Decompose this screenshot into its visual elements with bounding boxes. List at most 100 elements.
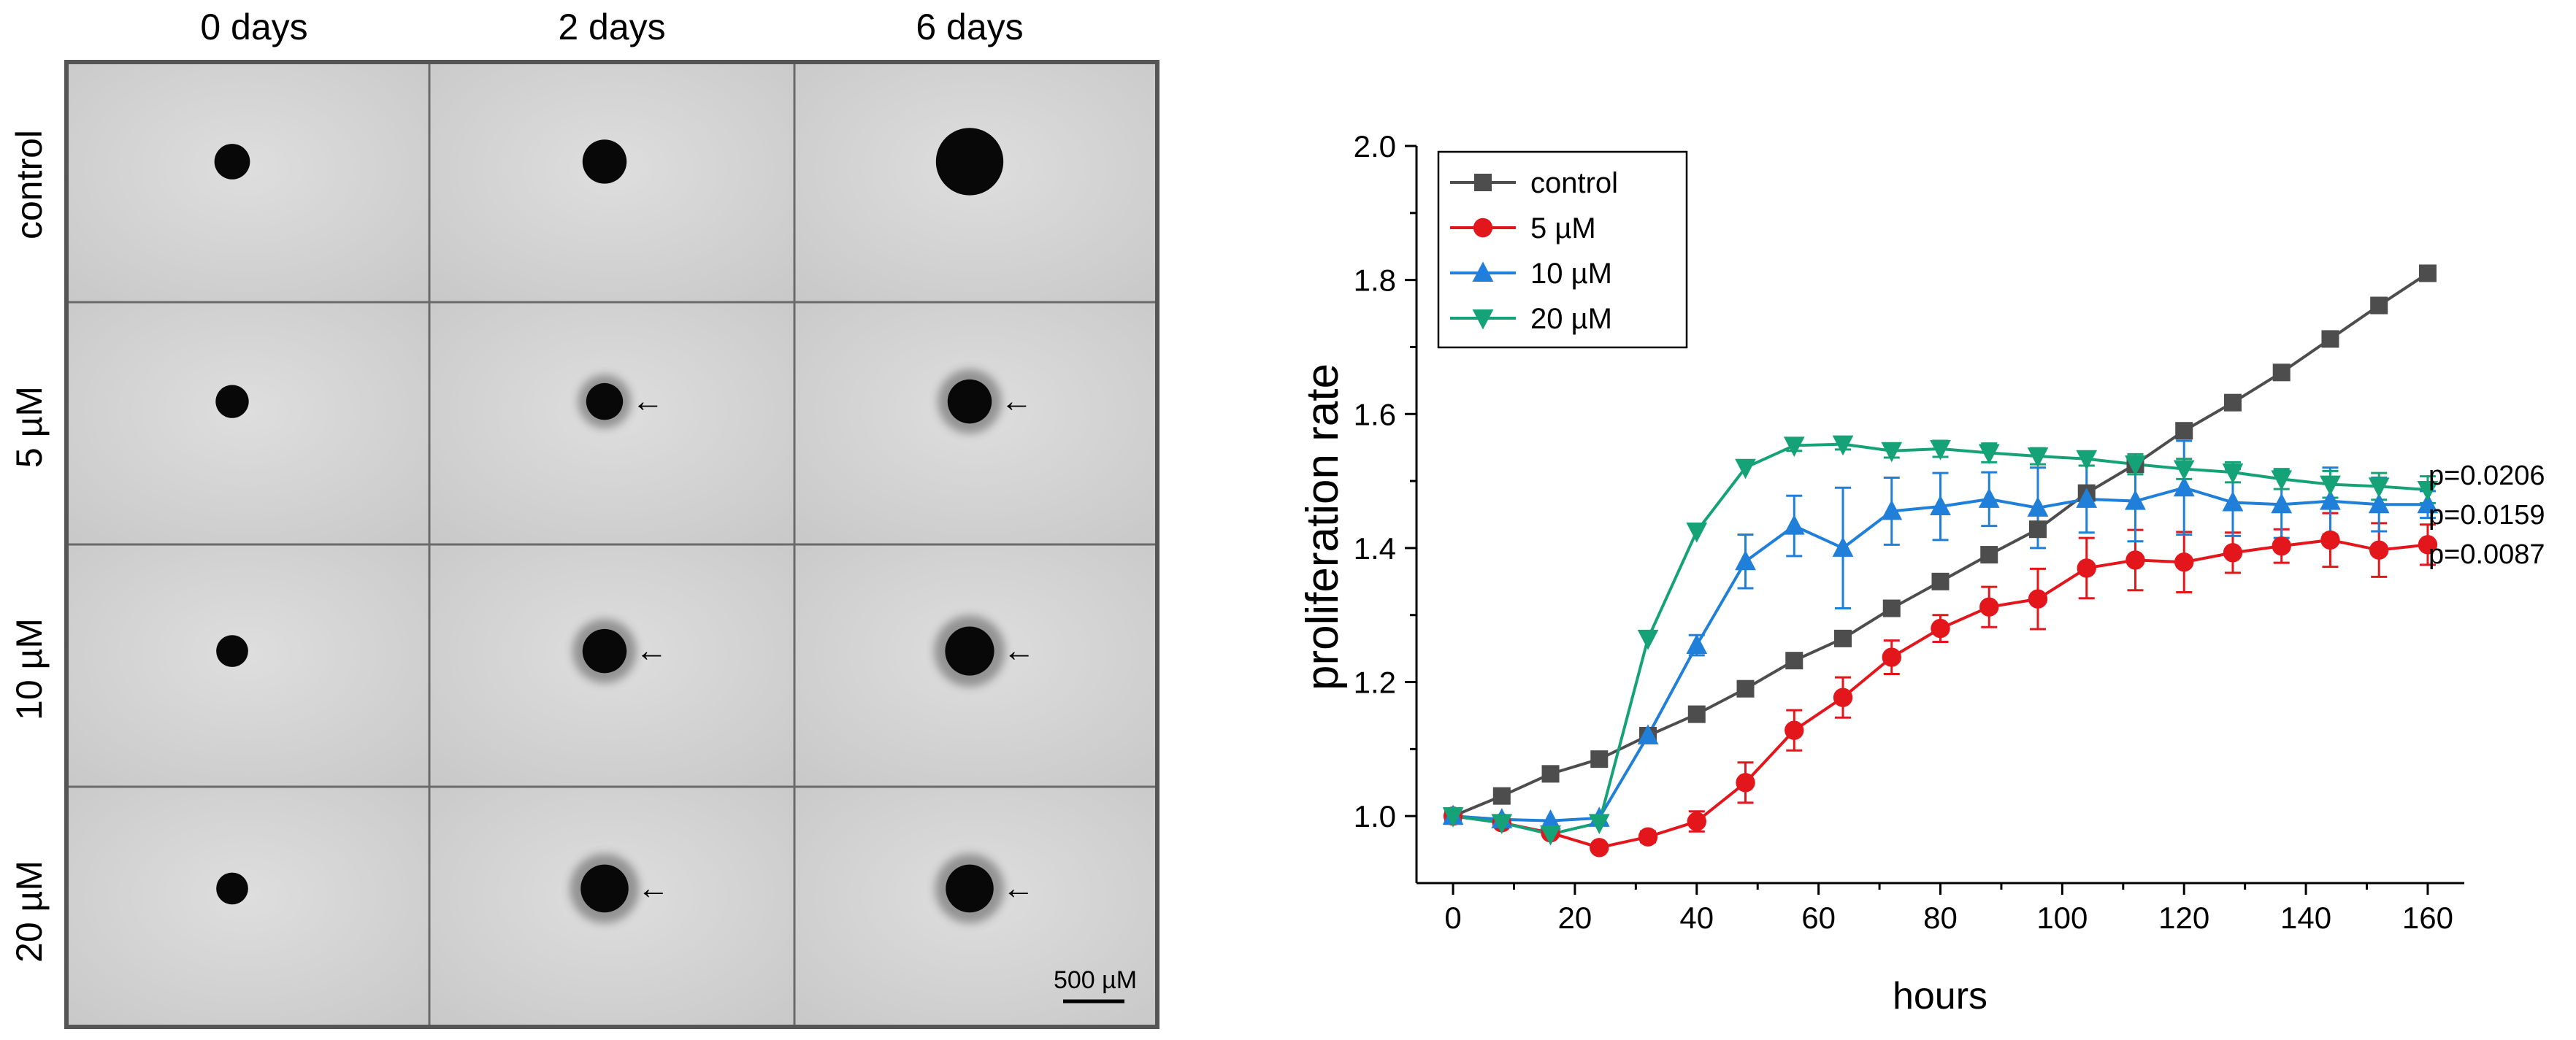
data-point-control — [1785, 652, 1803, 670]
data-point-10m — [1637, 724, 1659, 744]
data-point-10m — [2076, 488, 2098, 508]
micrograph-background — [63, 543, 431, 788]
y-tick-label: 1.6 — [1354, 397, 1396, 431]
data-point-10m — [2417, 493, 2439, 514]
spheroid — [586, 382, 624, 420]
data-point-control — [1541, 765, 1560, 783]
data-point-20m — [2173, 460, 2195, 481]
x-tick-label: 100 — [2036, 901, 2088, 935]
x-axis-label: hours — [1893, 975, 1987, 1017]
data-point-20m — [2368, 477, 2390, 498]
data-point-5m — [1590, 838, 1609, 858]
data-point-5m — [1687, 812, 1706, 831]
data-point-5m — [2272, 536, 2291, 556]
data-point-control — [1931, 572, 1950, 590]
micrograph-cell: ← — [793, 543, 1161, 788]
arrow-marker-icon: ← — [635, 633, 667, 669]
column-title-0-days: 0 days — [200, 7, 308, 47]
x-tick-label: 40 — [1679, 901, 1714, 935]
data-point-20m — [1930, 440, 1951, 461]
data-point-10m — [2173, 476, 2195, 497]
data-point-10m — [1783, 515, 1805, 535]
spheroid — [935, 128, 1004, 196]
data-point-control — [2028, 520, 2047, 539]
data-point-5m — [1736, 773, 1755, 793]
data-point-5m — [1882, 647, 1901, 667]
arrow-marker-icon: ← — [637, 870, 670, 906]
data-point-10m — [1735, 550, 1756, 571]
row-label-5uM: 5 µM — [9, 385, 50, 469]
x-tick-label: 20 — [1558, 901, 1592, 935]
proliferation-chart-svg: 0 20 40 60 80 100 120 140 1601.01.21.41.61.82.0 … — [1297, 129, 2545, 1017]
data-point-20m — [2027, 447, 2049, 468]
data-point-20m — [1783, 436, 1805, 458]
micrograph-background — [428, 543, 796, 788]
data-point-5m — [2223, 543, 2243, 563]
data-point-10m — [2222, 490, 2244, 512]
data-point-control — [1834, 629, 1852, 647]
spheroid — [946, 864, 994, 913]
arrow-marker-icon: ← — [1003, 870, 1035, 906]
spheroid — [215, 385, 249, 418]
data-point-20m — [1735, 458, 1756, 479]
micrograph-cell — [63, 301, 431, 546]
data-point-control — [1492, 787, 1511, 805]
data-point-control — [1980, 546, 1998, 564]
spheroid — [582, 139, 627, 184]
x-tick-label: 120 — [2158, 901, 2209, 935]
micrograph-cell: ← — [428, 543, 796, 788]
micrograph-cell — [428, 58, 796, 304]
y-tick-label: 1.0 — [1354, 799, 1396, 833]
column-title-6-days: 6 days — [916, 7, 1024, 47]
data-point-control — [2321, 330, 2339, 348]
data-point-10m — [1540, 809, 1561, 830]
data-point-control — [1882, 599, 1901, 617]
legend-marker — [1473, 217, 1493, 238]
micrograph-background — [63, 785, 431, 1031]
data-point-20m — [1588, 814, 1610, 834]
spheroid — [582, 628, 627, 674]
data-point-5m — [2174, 552, 2194, 572]
data-point-5m — [2028, 589, 2048, 609]
micrograph-grid: ← ← ← ← ← ← 500 µM — [63, 58, 1161, 1031]
data-point-10m — [2320, 490, 2341, 510]
micrograph-cell: ← — [428, 301, 796, 546]
y-tick-label: 1.2 — [1354, 666, 1396, 700]
data-point-5m — [1785, 720, 1804, 740]
data-point-20m — [2320, 475, 2341, 496]
spheroid — [216, 872, 248, 905]
spheroid — [580, 864, 629, 913]
grid-outer-frame — [64, 60, 1159, 1029]
data-point-10m — [1686, 633, 1708, 655]
data-point-control — [2175, 422, 2193, 440]
data-point-5m — [2320, 530, 2340, 550]
spheroid — [214, 144, 250, 180]
data-point-control — [1736, 679, 1755, 698]
data-point-5m — [1833, 687, 1853, 707]
data-point-20m — [2417, 481, 2439, 501]
y-tick-label: 1.4 — [1354, 531, 1396, 566]
row-label-20uM: 20 µM — [9, 860, 50, 963]
data-point-20m — [1491, 814, 1513, 834]
x-tick-label: 160 — [2402, 901, 2453, 935]
data-point-10m — [1832, 536, 1854, 557]
data-point-10m — [2368, 493, 2390, 514]
micrograph-cell — [63, 543, 431, 788]
data-point-5m — [1638, 827, 1658, 847]
row-label-control: control — [9, 129, 50, 240]
data-point-5m — [2125, 550, 2145, 570]
micrograph-cell: ← — [793, 301, 1161, 546]
data-point-20m — [1978, 444, 2000, 465]
x-tick-label: 140 — [2280, 901, 2331, 935]
micrograph-cell — [63, 785, 431, 1031]
data-point-control — [1590, 750, 1609, 769]
legend-label: 10 µM — [1530, 258, 1612, 290]
data-point-5m — [2418, 535, 2438, 555]
legend-marker — [1474, 174, 1492, 191]
data-point-20m — [2222, 463, 2244, 484]
spheroid — [216, 635, 248, 667]
data-point-20m — [1540, 825, 1561, 846]
micrograph-grid-svg: ← ← ← ← ← ← 500 µM — [63, 58, 1161, 1031]
arrow-marker-icon: ← — [1003, 633, 1035, 669]
row-label-10uM: 10 µM — [9, 618, 50, 720]
